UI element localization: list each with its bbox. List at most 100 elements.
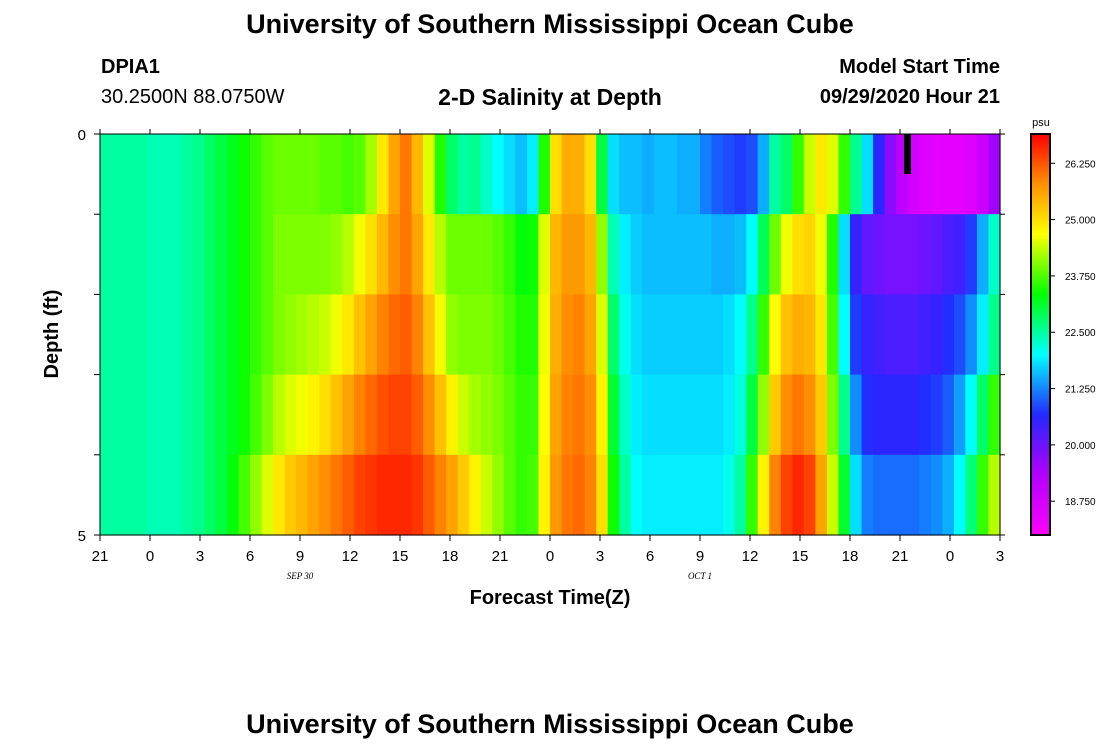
heatmap-cell — [526, 374, 540, 456]
heatmap-cell — [169, 214, 182, 295]
heatmap-cell — [780, 214, 793, 295]
heatmap-cell — [653, 214, 666, 295]
heatmap-cell — [711, 454, 724, 536]
heatmap-cell — [746, 214, 759, 295]
heatmap-cell — [307, 374, 320, 456]
heatmap-cell — [746, 454, 759, 536]
x-tick-label: 21 — [492, 548, 509, 565]
heatmap-cell — [376, 374, 390, 456]
heatmap-cell — [723, 134, 736, 215]
heatmap-cell — [203, 294, 216, 376]
heatmap-cell — [411, 454, 424, 536]
heatmap-cell — [434, 294, 447, 376]
x-tick-label: 21 — [892, 548, 909, 565]
heatmap-cell — [319, 374, 332, 456]
heatmap-cell — [861, 294, 874, 376]
heatmap-cell — [480, 454, 493, 536]
colorbar-unit: psu — [1032, 117, 1050, 129]
heatmap-cell — [873, 134, 886, 215]
heatmap-cell — [642, 134, 655, 215]
heatmap-cell — [850, 134, 863, 215]
heatmap-cell — [550, 134, 563, 215]
heatmap-cell — [550, 454, 563, 536]
heatmap-cell — [388, 294, 401, 376]
heatmap-cell — [769, 454, 782, 536]
heatmap-cell — [746, 294, 759, 376]
heatmap-cell — [988, 214, 1001, 295]
heatmap-cell — [261, 454, 274, 536]
heatmap-cell — [757, 134, 770, 215]
heatmap-cell — [273, 454, 286, 536]
heatmap-cell — [480, 294, 493, 376]
heatmap-cell — [400, 294, 413, 376]
x-tick-label: 0 — [946, 548, 954, 565]
heatmap-cell — [146, 214, 159, 295]
heatmap-cell — [273, 214, 286, 295]
heatmap-cell — [146, 374, 159, 456]
heatmap-cell — [919, 374, 932, 456]
x-axis: 21 0 3 6 9 12 15 18 21 0 3 6 9 12 15 18 21 0 3 SEP 30 OCT 1 — [92, 129, 1004, 581]
heatmap-cell — [769, 294, 782, 376]
heatmap-cell — [792, 294, 805, 376]
heatmap-cell — [457, 134, 470, 215]
heatmap-cell — [930, 134, 943, 215]
heatmap-cell — [584, 294, 597, 376]
heatmap-cell — [619, 214, 632, 295]
heatmap-cell — [815, 454, 828, 536]
heatmap-cell — [157, 214, 170, 295]
heatmap-cell — [203, 454, 216, 536]
heatmap-cell — [619, 294, 632, 376]
heatmap-cell — [342, 454, 355, 536]
heatmap-cell — [284, 454, 297, 536]
station-id: DPIA1 — [101, 56, 160, 78]
heatmap-cell — [492, 454, 505, 536]
heatmap-cell — [411, 294, 424, 376]
heatmap-cell — [261, 374, 274, 456]
heatmap-cell — [319, 134, 332, 215]
heatmap-cell — [134, 214, 147, 295]
heatmap-cell — [492, 134, 505, 215]
heatmap-cell — [792, 454, 805, 536]
heatmap-cell — [111, 294, 124, 376]
heatmap-cell — [873, 374, 886, 456]
heatmap-cell — [515, 454, 528, 536]
heatmap-cell — [700, 214, 713, 295]
heatmap-cell — [896, 214, 909, 295]
heatmap-cell — [273, 374, 286, 456]
heatmap-cell — [446, 214, 459, 295]
heatmap-cell — [296, 374, 309, 456]
heatmap-cell — [884, 294, 897, 376]
heatmap-cell — [976, 374, 990, 456]
heatmap-cell — [457, 454, 470, 536]
heatmap-cell — [100, 134, 113, 215]
heatmap-cell — [561, 454, 574, 536]
heatmap-cell — [965, 134, 978, 215]
heatmap-cell — [930, 374, 943, 456]
heatmap-cell — [953, 214, 966, 295]
heatmap-cell — [134, 374, 147, 456]
heatmap-cell — [780, 454, 793, 536]
heatmap-cell — [630, 454, 643, 536]
heatmap-cell — [503, 454, 516, 536]
y-axis-label: Depth (ft) — [41, 290, 63, 379]
heatmap-cell — [284, 374, 297, 456]
heatmap-cell — [480, 374, 493, 456]
y-axis: 05 — [78, 127, 1005, 545]
heatmap-cell — [550, 294, 563, 376]
heatmap-cell — [238, 454, 251, 536]
heatmap-cell — [653, 294, 666, 376]
x-tick-label: 15 — [792, 548, 809, 565]
heatmap-cell — [838, 214, 851, 295]
heatmap-cell — [192, 214, 205, 295]
heatmap-cell — [226, 454, 240, 536]
heatmap-cell — [688, 214, 701, 295]
heatmap-cell — [942, 134, 955, 215]
heatmap-cell — [238, 134, 251, 215]
heatmap-cell — [596, 374, 609, 456]
x-tick-label: 3 — [996, 548, 1004, 565]
heatmap-cell — [526, 134, 540, 215]
heatmap-cell — [180, 454, 193, 536]
heatmap-cell — [388, 134, 401, 215]
heatmap-cell — [146, 134, 159, 215]
heatmap-cell — [746, 374, 759, 456]
